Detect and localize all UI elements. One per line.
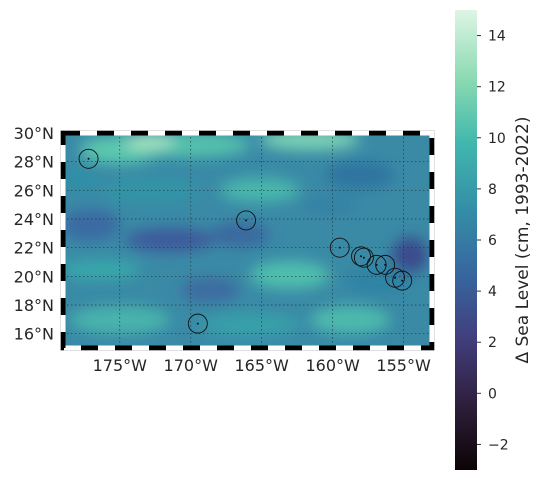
colorbar-tick-label: 8 [488, 182, 497, 198]
colorbar-tick-label: 6 [488, 233, 497, 249]
island-marker [329, 237, 350, 258]
latitude-tick-labels: 30°N 28°N 26°N 24°N 22°N 20°N 18°N 16°N [14, 124, 54, 344]
colorbar-tick-label: 4 [488, 284, 497, 300]
colorbar-tick-label: 10 [488, 131, 506, 147]
island-dot [245, 219, 248, 222]
island-dot [360, 255, 363, 258]
colorbar-label: Δ Sea Level (cm, 1993-2022) [513, 116, 533, 363]
colorbar-tick-label: −2 [488, 437, 509, 453]
island-marker [392, 270, 413, 291]
sea-level-field [63, 133, 432, 348]
lat-tick-label: 22°N [14, 239, 54, 258]
map-frame-outline [60, 130, 435, 351]
island-dot [362, 256, 365, 259]
island-marker [236, 210, 257, 231]
lon-tick-label: 155°W [376, 356, 431, 375]
colorbar [455, 10, 477, 470]
island-dot [394, 276, 397, 279]
colorbar-tick-label: 0 [488, 386, 497, 402]
lon-tick-label: 175°W [93, 356, 148, 375]
island-marker [353, 247, 374, 268]
colorbar-ticks: 14 12 10 8 6 4 2 0 −2 [477, 29, 509, 453]
island-marker [375, 254, 396, 275]
lat-tick-label: 18°N [14, 296, 54, 315]
lat-tick-label: 24°N [14, 210, 54, 229]
lat-tick-label: 28°N [14, 153, 54, 172]
island-marker [78, 148, 99, 169]
island-markers [78, 148, 413, 334]
lat-tick-label: 16°N [14, 325, 54, 344]
island-dot [401, 279, 404, 282]
lat-tick-label: 20°N [14, 267, 54, 286]
colorbar-tick-label: 14 [488, 29, 506, 45]
island-marker [351, 246, 371, 267]
island-dot [196, 322, 199, 325]
island-dot [375, 263, 378, 266]
lon-tick-label: 165°W [235, 356, 290, 375]
lon-tick-label: 160°W [305, 356, 360, 375]
longitude-tick-labels: 175°W 170°W 165°W 160°W 155°W [93, 356, 431, 375]
island-dot [384, 263, 387, 266]
colorbar-tick-label: 12 [488, 80, 506, 96]
island-marker [187, 313, 208, 334]
island-dot [87, 157, 90, 160]
lat-tick-label: 26°N [14, 181, 54, 200]
lon-tick-label: 170°W [164, 356, 219, 375]
lat-tick-label: 30°N [14, 124, 54, 143]
colorbar-tick-label: 2 [488, 335, 497, 351]
island-dot [338, 246, 341, 249]
gridlines [63, 133, 432, 348]
map-frame-black [60, 130, 435, 351]
